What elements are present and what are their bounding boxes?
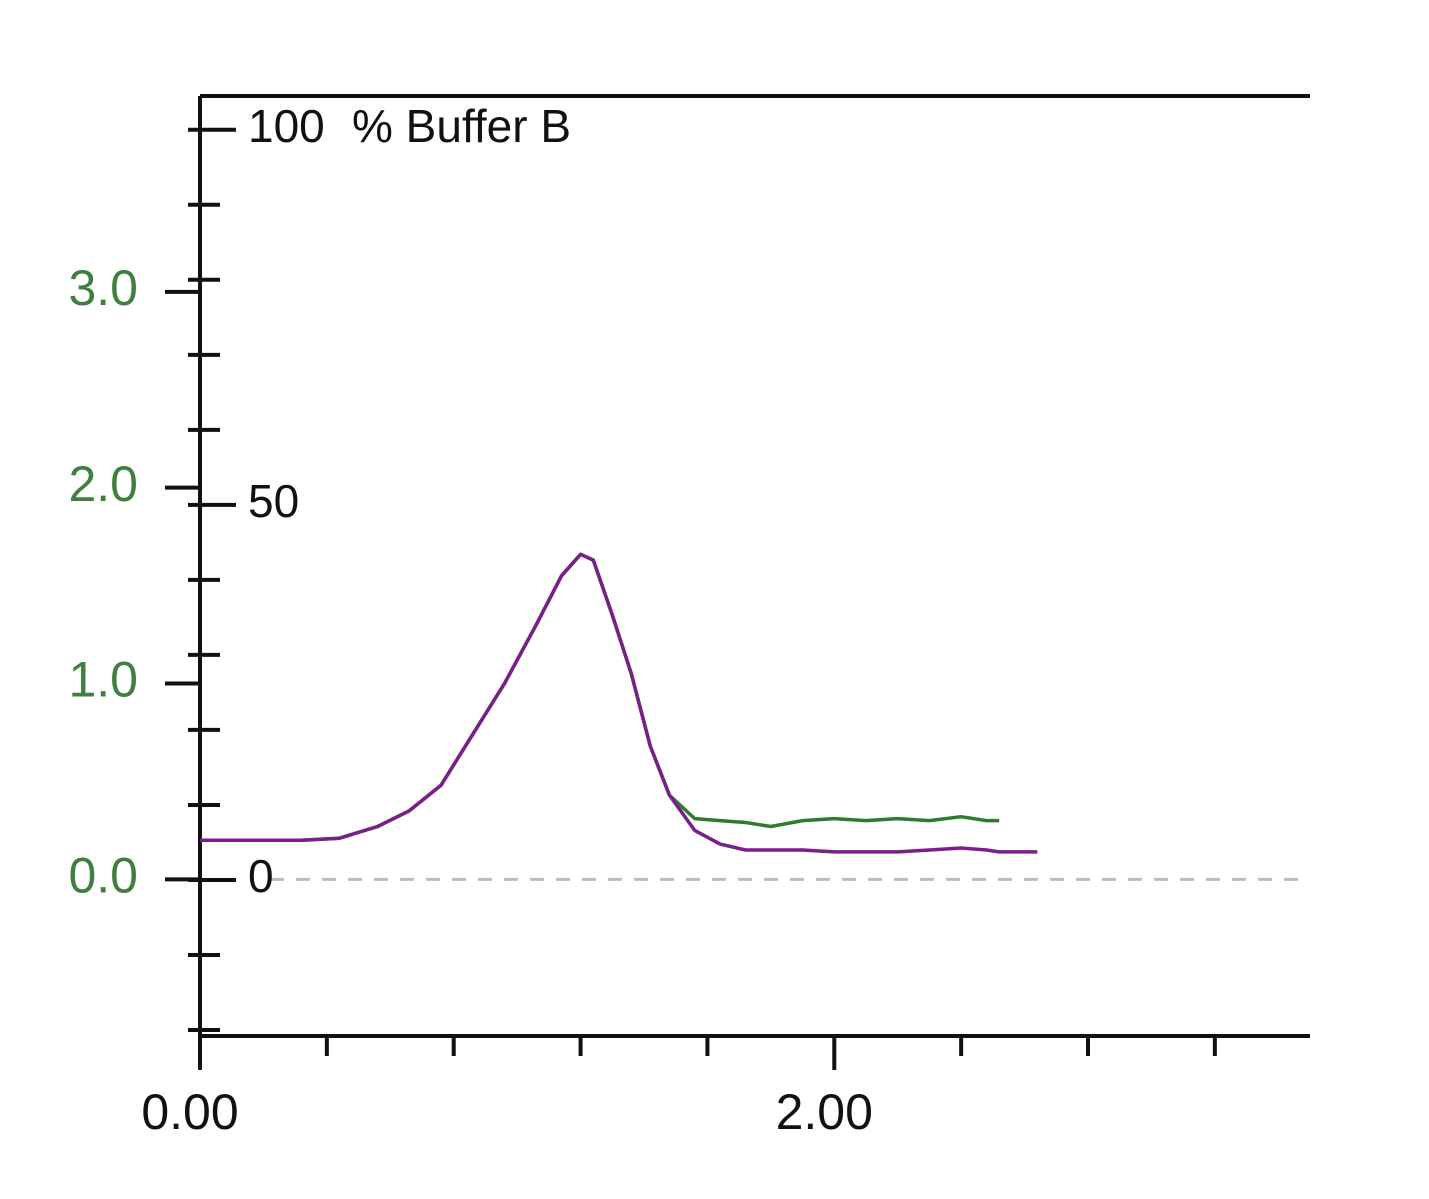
y2-tick-label: 0 [248,850,274,902]
series-line [200,552,1038,854]
y2-tick-label: 50 [248,475,299,527]
x-tick-label: 0.00 [141,1084,238,1140]
y-tick-label: 1.0 [68,652,138,708]
y-tick-label: 3.0 [68,260,138,316]
y2-tick-label: 100 [248,100,325,152]
series-line [200,552,1000,842]
y2-axis-label: % Buffer B [352,100,571,152]
x-tick-label: 2.00 [776,1084,873,1140]
y-tick-label: 2.0 [68,456,138,512]
y-tick-label: 0.0 [68,848,138,904]
